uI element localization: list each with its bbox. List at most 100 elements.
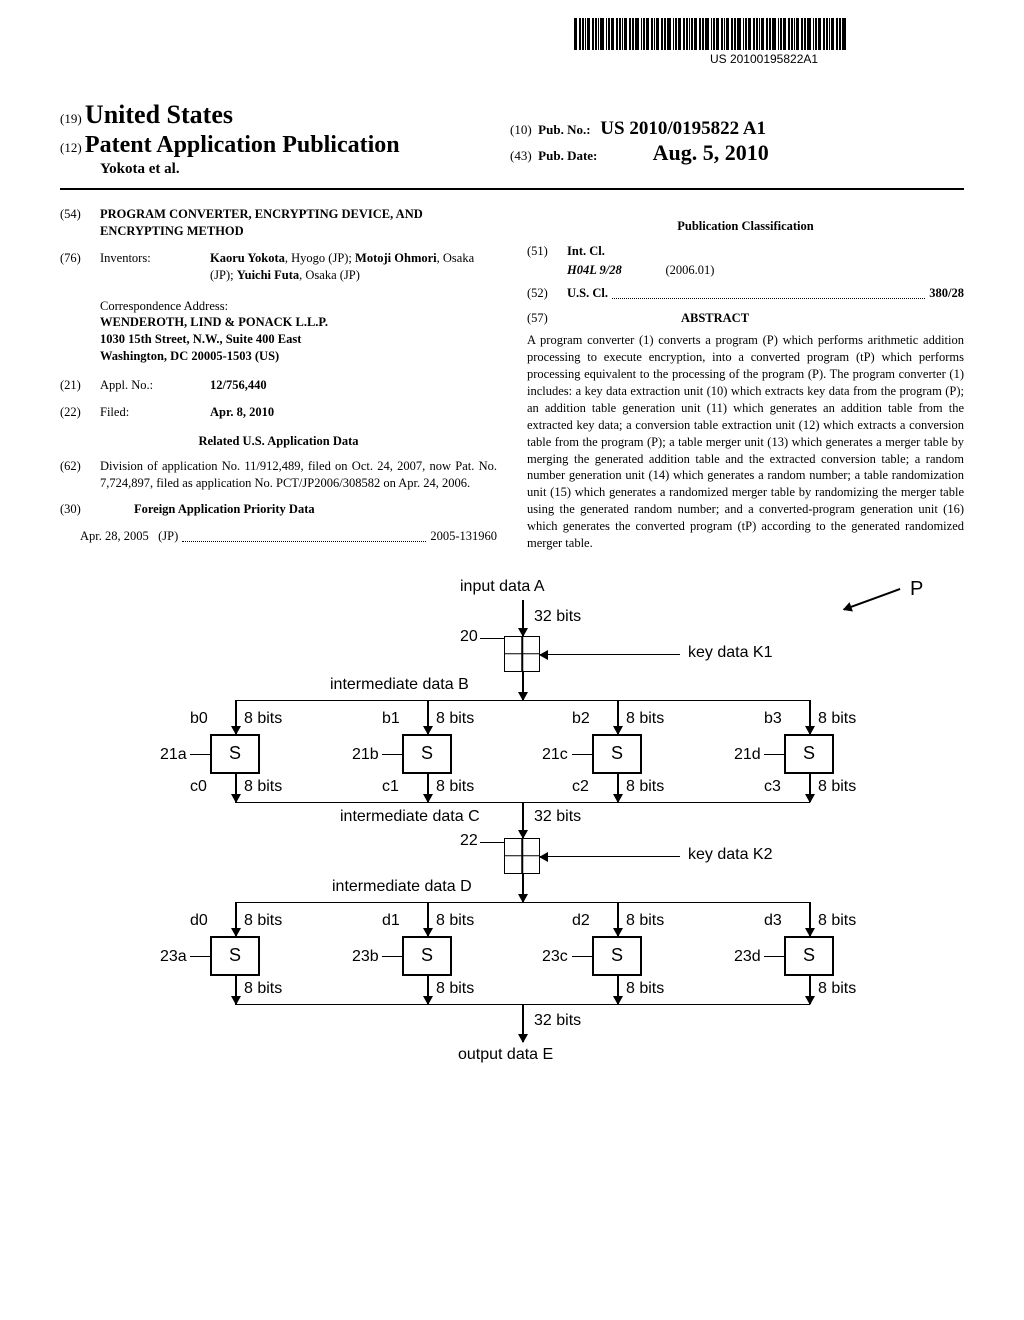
c3: c3	[764, 778, 781, 796]
ref-line	[572, 754, 592, 756]
ref-23d: 23d	[734, 948, 761, 966]
classification-title: Publication Classification	[527, 218, 964, 235]
arrow-v	[427, 700, 429, 734]
arrow-v	[809, 700, 811, 734]
code-52: (52)	[527, 285, 567, 302]
k2-label: key data K2	[688, 846, 773, 864]
ref-line	[190, 754, 210, 756]
priority-country: (JP)	[158, 528, 178, 545]
arrow-v	[617, 902, 619, 936]
bits-8: 8 bits	[626, 912, 664, 930]
ref-line	[382, 956, 402, 958]
sbox: S	[592, 734, 642, 774]
ref-line	[764, 956, 784, 958]
bits-8: 8 bits	[244, 710, 282, 728]
barcode-area: US 20100195822A1	[574, 18, 954, 66]
ref-line	[764, 754, 784, 756]
bits-32: 32 bits	[534, 808, 581, 826]
code-76: (76)	[60, 250, 100, 284]
code-62: (62)	[60, 458, 100, 492]
c2: c2	[572, 778, 589, 796]
pubdate-label: Pub. Date:	[538, 148, 597, 163]
sbox: S	[210, 734, 260, 774]
arrow-v	[617, 700, 619, 734]
arrow-h	[540, 856, 680, 858]
intcl-year: (2006.01)	[666, 263, 715, 277]
code-51: (51)	[527, 243, 567, 260]
left-column: (54) PROGRAM CONVERTER, ENCRYPTING DEVIC…	[60, 206, 497, 552]
bits-8: 8 bits	[626, 980, 664, 998]
intcl-class: H04L 9/28	[567, 263, 622, 277]
inventors-list: Kaoru Yokota, Hyogo (JP); Motoji Ohmori,…	[210, 250, 497, 284]
ref-23c: 23c	[542, 948, 568, 966]
bibliographic-columns: (54) PROGRAM CONVERTER, ENCRYPTING DEVIC…	[60, 206, 964, 552]
code-30: (30)	[60, 502, 81, 516]
arrow-v	[235, 902, 237, 936]
arrow-v	[427, 976, 429, 1004]
bits-8: 8 bits	[244, 912, 282, 930]
filed-label: Filed:	[100, 404, 210, 421]
ref-23b: 23b	[352, 948, 379, 966]
d3: d3	[764, 912, 782, 930]
bits-8: 8 bits	[818, 710, 856, 728]
c1: c1	[382, 778, 399, 796]
abstract-text: A program converter (1) converts a progr…	[527, 332, 964, 551]
header-right-block: (10) Pub. No.: US 2010/0195822 A1 (43) P…	[510, 118, 769, 166]
corr-line-1: 1030 15th Street, N.W., Suite 400 East	[100, 331, 497, 348]
filing-date: Apr. 8, 2010	[210, 404, 497, 421]
sbox: S	[402, 936, 452, 976]
abstract-title: ABSTRACT	[681, 311, 749, 325]
arrow-v	[617, 976, 619, 1004]
priority-number: 2005-131960	[430, 528, 497, 545]
uscl-value: 380/28	[929, 285, 964, 302]
output-label: output data E	[458, 1046, 553, 1064]
publication-date: Aug. 5, 2010	[653, 140, 769, 165]
sbox: S	[784, 734, 834, 774]
k1-label: key data K1	[688, 644, 773, 662]
bits-8: 8 bits	[436, 980, 474, 998]
arrow-v	[522, 1004, 524, 1042]
correspondence-label: Correspondence Address:	[100, 298, 497, 315]
arrow-v	[427, 774, 429, 802]
ref-line	[480, 638, 505, 640]
ref-21c: 21c	[542, 746, 568, 764]
sbox: S	[784, 936, 834, 976]
bits-8: 8 bits	[818, 778, 856, 796]
bits-8: 8 bits	[436, 778, 474, 796]
xor-box-1	[504, 636, 540, 672]
ref-line	[480, 842, 505, 844]
inventors-label: Inventors:	[100, 250, 210, 284]
ref-line	[382, 754, 402, 756]
publication-number: US 2010/0195822 A1	[600, 118, 766, 139]
bits-8: 8 bits	[436, 912, 474, 930]
b1: b1	[382, 710, 400, 728]
b2: b2	[572, 710, 590, 728]
code-10: (10)	[510, 122, 532, 137]
publication-type: Patent Application Publication	[85, 132, 400, 158]
sbox: S	[402, 734, 452, 774]
corr-line-0: WENDEROTH, LIND & PONACK L.L.P.	[100, 314, 497, 331]
bits-32: 32 bits	[534, 1012, 581, 1030]
ref-22: 22	[460, 832, 478, 850]
b3: b3	[764, 710, 782, 728]
bits-8: 8 bits	[818, 912, 856, 930]
corr-line-2: Washington, DC 20005-1503 (US)	[100, 348, 497, 365]
interm-d: intermediate data D	[332, 878, 472, 896]
arrow-v	[522, 874, 524, 902]
arrow-v	[235, 774, 237, 802]
arrow-v	[617, 774, 619, 802]
d2: d2	[572, 912, 590, 930]
right-column: Publication Classification (51) Int. Cl.…	[527, 206, 964, 552]
ref-21b: 21b	[352, 746, 379, 764]
bits-8: 8 bits	[436, 710, 474, 728]
ref-line	[190, 956, 210, 958]
code-54: (54)	[60, 206, 100, 240]
sbox: S	[592, 936, 642, 976]
interm-b: intermediate data B	[330, 676, 469, 694]
priority-date: Apr. 28, 2005	[80, 528, 149, 545]
arrow-v	[235, 976, 237, 1004]
ref-21d: 21d	[734, 746, 761, 764]
arrow-v	[427, 902, 429, 936]
bits-32: 32 bits	[534, 608, 581, 626]
arrow-v	[522, 672, 524, 700]
